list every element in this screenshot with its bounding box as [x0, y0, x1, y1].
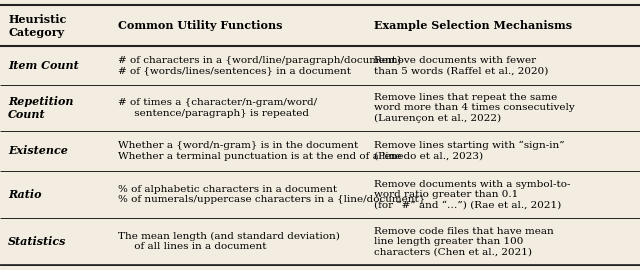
Text: Repetition
Count: Repetition Count — [8, 96, 74, 120]
Text: The mean length (and standard deviation)
     of all lines in a document: The mean length (and standard deviation)… — [118, 232, 340, 251]
Text: Item Count: Item Count — [8, 60, 79, 71]
Text: Remove lines that repeat the same
word more than 4 times consecutively
(Laurenço: Remove lines that repeat the same word m… — [374, 93, 575, 123]
Text: Existence: Existence — [8, 145, 68, 156]
Text: Remove documents with fewer
than 5 words (Raffel et al., 2020): Remove documents with fewer than 5 words… — [374, 56, 548, 75]
Text: # of characters in a {word/line/paragraph/document}
# of {words/lines/sentences}: # of characters in a {word/line/paragrap… — [118, 56, 403, 75]
Text: Remove lines starting with “sign-in”
(Penedo et al., 2023): Remove lines starting with “sign-in” (Pe… — [374, 141, 565, 161]
Text: % of alphabetic characters in a document
% of numerals/uppercase characters in a: % of alphabetic characters in a document… — [118, 185, 426, 204]
Text: Statistics: Statistics — [8, 236, 67, 247]
Text: Example Selection Mechanisms: Example Selection Mechanisms — [374, 21, 573, 31]
Text: # of times a {character/n-gram/word/
     sentence/paragraph} is repeated: # of times a {character/n-gram/word/ sen… — [118, 98, 317, 118]
Text: Ratio: Ratio — [8, 189, 42, 200]
Text: Common Utility Functions: Common Utility Functions — [118, 21, 283, 31]
Text: Heuristic
Category: Heuristic Category — [8, 14, 67, 38]
Text: Remove documents with a symbol-to-
word ratio greater than 0.1
(for “#” and “…”): Remove documents with a symbol-to- word … — [374, 180, 571, 210]
Text: Whether a {word/n-gram} is in the document
Whether a terminal punctuation is at : Whether a {word/n-gram} is in the docume… — [118, 141, 402, 161]
Text: Remove code files that have mean
line length greater than 100
characters (Chen e: Remove code files that have mean line le… — [374, 227, 554, 256]
